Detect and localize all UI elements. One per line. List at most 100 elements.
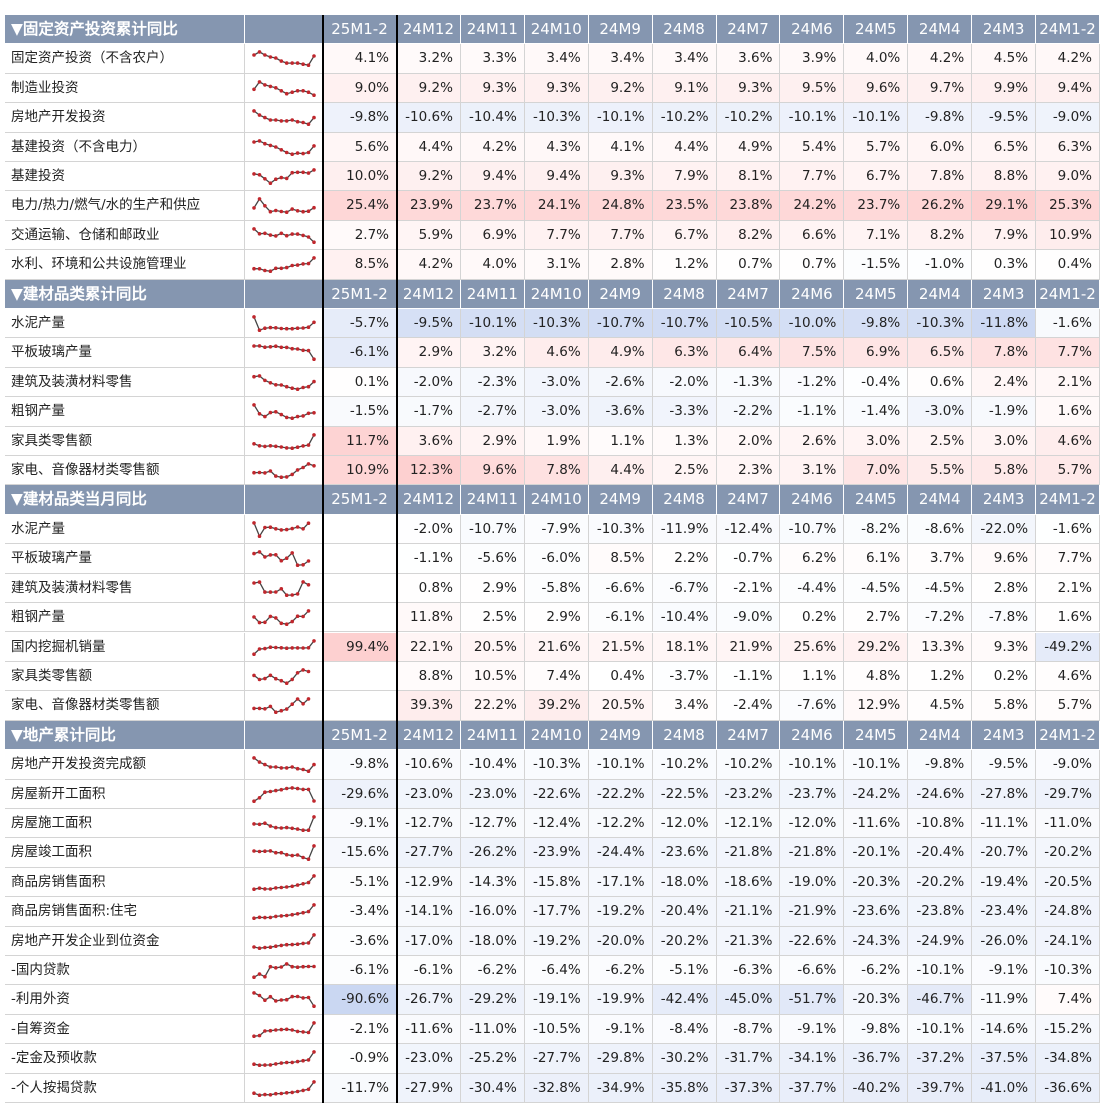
sparkline-line xyxy=(253,1051,315,1067)
sparkline-point xyxy=(274,645,278,649)
value-cell: -10.8% xyxy=(908,808,973,839)
value-cell: -2.0% xyxy=(397,367,461,398)
value-cell: -9.5% xyxy=(397,309,461,339)
value-cell: 8.2% xyxy=(908,220,973,251)
sparkline xyxy=(252,1079,316,1097)
value-cell: 0.3% xyxy=(972,250,1037,280)
sparkline-line xyxy=(253,551,309,567)
value-cell: -9.0% xyxy=(1036,750,1100,780)
sparkline-point xyxy=(290,170,294,175)
sparkline-point xyxy=(290,1090,294,1094)
sparkline-line xyxy=(253,51,315,67)
header-blank xyxy=(245,15,323,45)
value-cell: -1.0% xyxy=(908,250,973,280)
sparkline xyxy=(252,315,316,333)
row-label: 水泥产量 xyxy=(5,514,245,545)
value-cell: 7.7% xyxy=(524,220,589,251)
value-cell: 3.0% xyxy=(844,426,909,457)
sparkline-point xyxy=(279,766,284,770)
value-cell: 1.6% xyxy=(1036,397,1100,427)
value-cell: -9.8% xyxy=(844,1014,909,1045)
sparkline-point xyxy=(268,210,273,214)
value-cell: 9.1% xyxy=(652,73,717,104)
sparkline-point xyxy=(301,526,305,531)
sparkline-point xyxy=(257,915,262,920)
sparkline-point xyxy=(295,563,300,568)
value-cell: -12.0% xyxy=(780,808,845,839)
value-cell: -11.6% xyxy=(397,1014,461,1045)
sparkline-point xyxy=(279,885,284,890)
value-cell: -12.0% xyxy=(652,808,717,839)
value-cell: -10.2% xyxy=(652,103,717,133)
value-cell: 9.5% xyxy=(780,73,845,104)
sparkline-point xyxy=(274,616,278,620)
value-cell: -27.7% xyxy=(524,1044,589,1074)
sparkline-point xyxy=(279,231,284,235)
sparkline-point xyxy=(284,853,289,857)
value-cell: -7.6% xyxy=(780,691,845,721)
sparkline-point xyxy=(257,972,262,976)
value-cell: 0.8% xyxy=(397,573,461,604)
sparkline-point xyxy=(274,410,278,414)
value-cell: 1.2% xyxy=(908,661,973,692)
sparkline xyxy=(252,138,316,156)
value-cell: 7.7% xyxy=(588,220,653,251)
sparkline-point xyxy=(274,382,278,387)
sparkline-point xyxy=(268,995,273,999)
value-cell: -6.2% xyxy=(588,955,653,986)
value-cell: -41.0% xyxy=(972,1073,1037,1103)
value-cell: -9.8% xyxy=(908,750,973,780)
column-header: 24M10 xyxy=(524,720,589,751)
value-cell: -35.8% xyxy=(652,1073,717,1103)
sparkline-point xyxy=(274,553,278,557)
value-cell: 3.2% xyxy=(460,338,525,368)
value-cell: -29.2% xyxy=(460,985,525,1015)
sparkline-line xyxy=(253,316,315,332)
value-cell: 7.4% xyxy=(1036,985,1100,1015)
sparkline-point xyxy=(252,1034,256,1038)
column-header: 24M3 xyxy=(972,15,1037,45)
value-cell: -24.8% xyxy=(1036,897,1100,927)
sparkline-point xyxy=(274,1027,278,1032)
sparkline-point xyxy=(274,1091,278,1096)
sparkline-point xyxy=(263,620,267,625)
value-cell: 2.5% xyxy=(908,426,973,457)
sparkline-point xyxy=(279,59,284,64)
sparkline-point xyxy=(290,90,294,94)
sparkline-point xyxy=(257,344,262,349)
value-cell: -37.7% xyxy=(780,1073,845,1103)
value-cell: 8.2% xyxy=(716,220,781,251)
sparkline-point xyxy=(306,964,311,969)
value-cell: -26.0% xyxy=(972,926,1037,956)
value-cell: 4.2% xyxy=(397,250,461,280)
value-cell: -9.8% xyxy=(323,750,397,780)
value-cell: 2.1% xyxy=(1036,367,1100,398)
column-header: 24M7 xyxy=(716,15,781,45)
value-cell: -22.6% xyxy=(780,926,845,956)
sparkline-point xyxy=(252,53,256,58)
value-cell: 0.2% xyxy=(972,661,1037,692)
value-cell: 1.3% xyxy=(652,426,717,457)
value-cell: 22.2% xyxy=(460,691,525,721)
value-cell: -11.8% xyxy=(972,309,1037,339)
value-cell: -10.7% xyxy=(780,514,845,545)
sparkline-point xyxy=(263,116,267,120)
sparkline-point xyxy=(295,387,300,391)
value-cell: -2.3% xyxy=(460,367,525,398)
column-header: 24M5 xyxy=(844,15,909,45)
sparkline-point xyxy=(290,386,294,390)
sparkline-point xyxy=(301,911,305,915)
column-header: 24M12 xyxy=(397,15,461,45)
value-cell: -9.1% xyxy=(780,1014,845,1045)
value-cell: 1.1% xyxy=(588,426,653,457)
row-label: 水利、环境和公共设施管理业 xyxy=(5,250,245,280)
row-label: 房屋竣工面积 xyxy=(5,838,245,868)
sparkline-point xyxy=(268,443,273,448)
value-cell: -17.0% xyxy=(397,926,461,956)
sparkline-point xyxy=(312,206,316,210)
sparkline-point xyxy=(312,432,316,437)
value-cell: 24.8% xyxy=(588,191,653,221)
sparkline-point xyxy=(306,1058,311,1062)
sparkline-point xyxy=(290,416,294,421)
value-cell: 9.0% xyxy=(323,73,397,104)
